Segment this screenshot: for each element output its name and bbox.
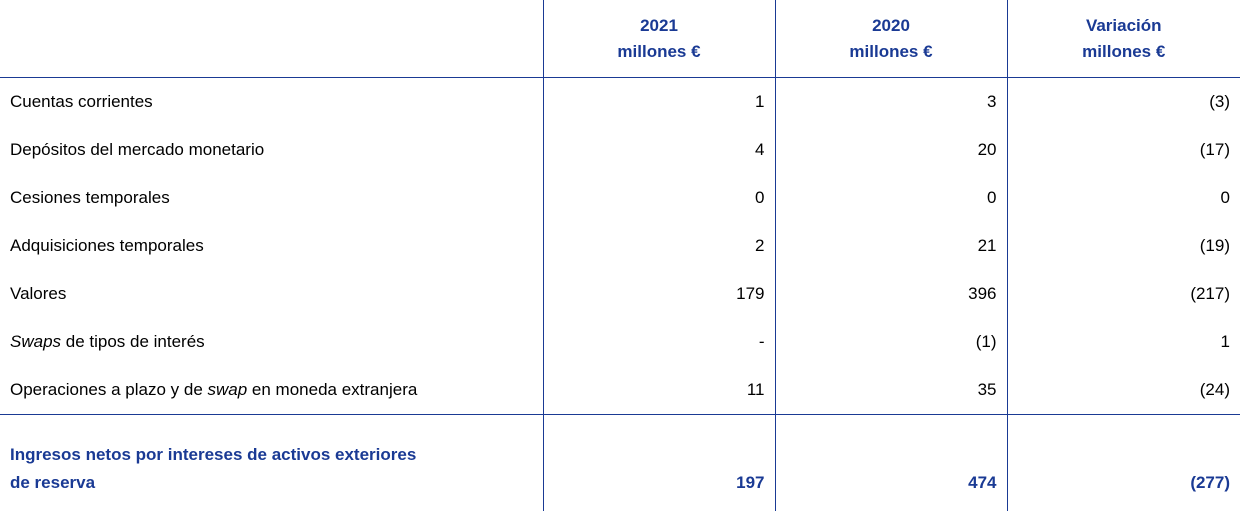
row: Depósitos del mercado monetario 4 20 (17… [0,126,1240,174]
cell: (17) [1007,126,1240,174]
total-cell: 474 [775,415,1007,511]
cell: (3) [1007,78,1240,127]
cell: - [543,318,775,366]
row-label: Valores [0,270,543,318]
cell: 35 [775,366,1007,415]
row: Operaciones a plazo y de swap en moneda … [0,366,1240,415]
header-unit: millones € [1008,39,1240,65]
label-text: de tipos de interés [61,332,205,351]
table-body: Cuentas corrientes 1 3 (3) Depósitos del… [0,78,1240,511]
cell: (24) [1007,366,1240,415]
total-cell: (277) [1007,415,1240,511]
row-label: Adquisiciones temporales [0,222,543,270]
row: Cuentas corrientes 1 3 (3) [0,78,1240,127]
header-year: 2021 [544,13,775,39]
cell: 396 [775,270,1007,318]
cell: 3 [775,78,1007,127]
row-label: Depósitos del mercado monetario [0,126,543,174]
label-text: Operaciones a plazo y de [10,380,208,399]
label-italic: swap [208,380,248,399]
cell: 2 [543,222,775,270]
total-row: Ingresos netos por intereses de activos … [0,415,1240,511]
cell: 0 [543,174,775,222]
header-year: Variación [1008,13,1240,39]
cell: 4 [543,126,775,174]
total-cell: 197 [543,415,775,511]
cell: 11 [543,366,775,415]
header-unit: millones € [544,39,775,65]
label-text: en moneda extranjera [247,380,417,399]
cell: (1) [775,318,1007,366]
row-label: Cesiones temporales [0,174,543,222]
label-text: Valores [10,284,66,303]
cell: 1 [1007,318,1240,366]
cell: 0 [1007,174,1240,222]
row: Swaps de tipos de interés - (1) 1 [0,318,1240,366]
row: Adquisiciones temporales 2 21 (19) [0,222,1240,270]
header-unit: millones € [776,39,1007,65]
label-text: Adquisiciones temporales [10,236,204,255]
header-blank [0,0,543,78]
label-text: Ingresos netos por intereses de activos … [10,441,533,469]
cell: (217) [1007,270,1240,318]
cell: 179 [543,270,775,318]
row: Cesiones temporales 0 0 0 [0,174,1240,222]
cell: (19) [1007,222,1240,270]
label-italic: Swaps [10,332,61,351]
row-label: Operaciones a plazo y de swap en moneda … [0,366,543,415]
cell: 0 [775,174,1007,222]
label-text: de reserva [10,469,533,497]
header-year: 2020 [776,13,1007,39]
row-label: Swaps de tipos de interés [0,318,543,366]
label-text: Cuentas corrientes [10,92,153,111]
row: Valores 179 396 (217) [0,270,1240,318]
label-text: Depósitos del mercado monetario [10,140,264,159]
cell: 1 [543,78,775,127]
row-label: Cuentas corrientes [0,78,543,127]
label-text: Cesiones temporales [10,188,170,207]
total-label: Ingresos netos por intereses de activos … [0,415,543,511]
cell: 21 [775,222,1007,270]
cell: 20 [775,126,1007,174]
